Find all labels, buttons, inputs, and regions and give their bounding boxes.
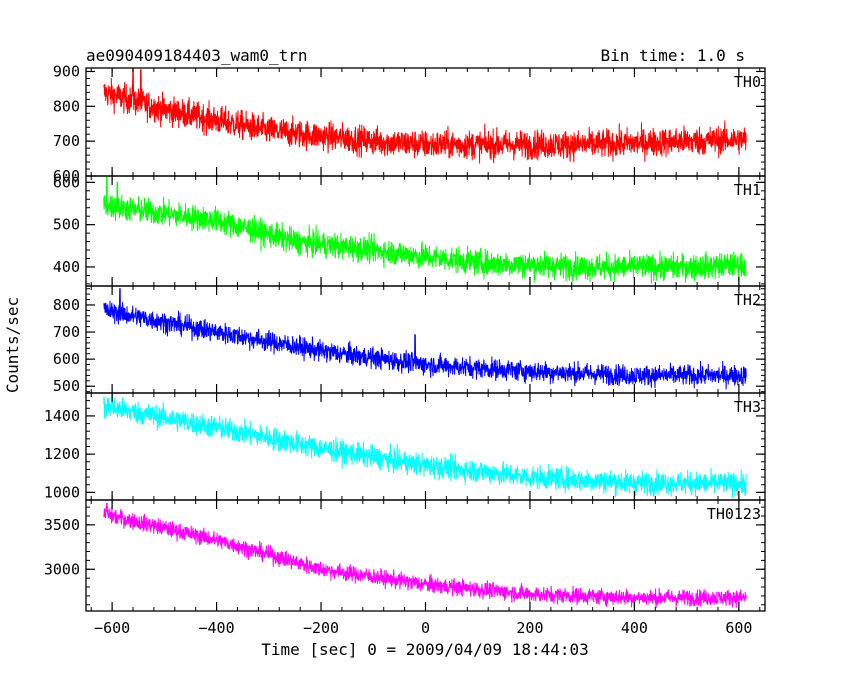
panel-label-th0123: TH0123	[707, 505, 761, 523]
y-tick-label: 600	[53, 173, 80, 191]
series-line-th1	[103, 175, 747, 284]
series-line-th2	[103, 288, 747, 390]
panel-label-th1: TH1	[734, 181, 761, 199]
panel-th3: 1000 1200 1400 TH3	[44, 392, 766, 501]
y-tick-label: 500	[53, 216, 80, 234]
chart-title: ae090409184403_wam0_trn	[86, 46, 308, 65]
x-axis-label: Time [sec] 0 = 2009/04/09 18:44:03	[261, 640, 589, 659]
panel-label-th3: TH3	[734, 398, 761, 416]
x-axis: −600 −400 −200 0 200 400 600	[94, 619, 752, 637]
x-tick-label: −600	[94, 619, 130, 637]
panel-th2: 500 600 700 800 TH2	[53, 285, 766, 395]
y-tick-label: 700	[53, 132, 80, 150]
y-tick-label: 1200	[44, 445, 80, 463]
y-tick-label: 400	[53, 258, 80, 276]
y-tick-label: 500	[53, 377, 80, 395]
panel-th0: 600 700 800 900 TH0	[53, 62, 766, 185]
y-tick-label: 900	[53, 62, 80, 80]
y-tick-label: 800	[53, 97, 80, 115]
x-tick-label: 400	[621, 619, 648, 637]
panel-frame	[85, 499, 766, 612]
y-axis-label: Counts/sec	[3, 297, 22, 393]
x-tick-label: −200	[303, 619, 339, 637]
y-tick-label: 3000	[44, 560, 80, 578]
series-line-th0	[103, 67, 747, 164]
panel-label-th0: TH0	[734, 73, 761, 91]
panels: 600 700 800 900 TH0 400 500 600 TH1 500 600 700 800 T…	[44, 62, 766, 637]
y-tick-label: 700	[53, 323, 80, 341]
x-tick-label: −400	[199, 619, 235, 637]
y-tick-label: 1000	[44, 483, 80, 501]
y-tick-label: 3500	[44, 516, 80, 534]
series-line-th3	[103, 394, 747, 499]
x-tick-label: 200	[516, 619, 543, 637]
y-tick-label: 600	[53, 167, 80, 185]
bin-time-label: Bin time: 1.0 s	[601, 46, 746, 65]
x-tick-label: 0	[421, 619, 430, 637]
y-tick-label: 800	[53, 296, 80, 314]
y-tick-label: 1400	[44, 407, 80, 425]
panel-th1: 400 500 600 TH1	[53, 173, 766, 287]
panel-th0123: 3000 3500 TH0123	[44, 499, 766, 612]
x-tick-label: 600	[725, 619, 752, 637]
series-line-th0123	[103, 503, 747, 609]
panel-label-th2: TH2	[734, 291, 761, 309]
y-tick-label: 600	[53, 350, 80, 368]
